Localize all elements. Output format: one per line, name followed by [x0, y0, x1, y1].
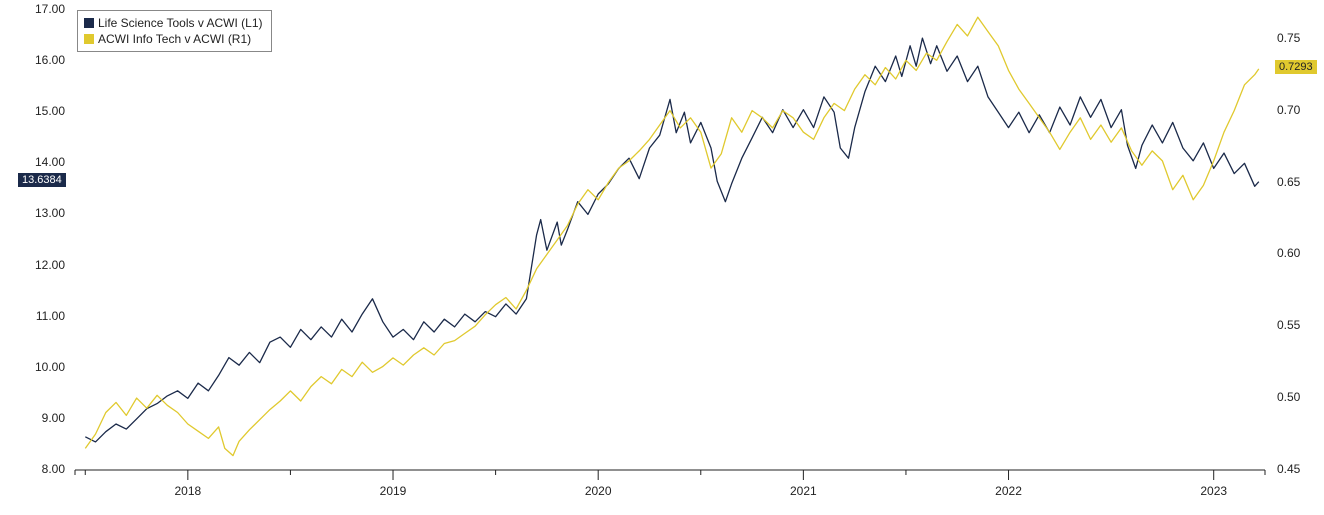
y-left-tick-label: 14.00 [35, 155, 65, 169]
x-tick-label: 2023 [1200, 484, 1227, 498]
y-right-tick-label: 0.60 [1277, 246, 1300, 260]
y-right-tick-label: 0.70 [1277, 103, 1300, 117]
x-tick-label: 2022 [995, 484, 1022, 498]
dual-axis-line-chart: Life Science Tools v ACWI (L1)ACWI Info … [0, 0, 1324, 515]
plot-area [0, 0, 1324, 515]
y-right-tick-label: 0.55 [1277, 318, 1300, 332]
y-right-tick-label: 0.45 [1277, 462, 1300, 476]
y-right-tick-label: 0.75 [1277, 31, 1300, 45]
y-left-tick-label: 8.00 [42, 462, 65, 476]
y-right-last-value-tag: 0.7293 [1275, 60, 1317, 74]
y-left-tick-label: 15.00 [35, 104, 65, 118]
x-tick-label: 2021 [790, 484, 817, 498]
y-left-tick-label: 10.00 [35, 360, 65, 374]
y-right-tick-label: 0.50 [1277, 390, 1300, 404]
y-right-tick-label: 0.65 [1277, 175, 1300, 189]
x-tick-label: 2020 [585, 484, 612, 498]
x-tick-label: 2018 [174, 484, 201, 498]
y-left-tick-label: 13.00 [35, 206, 65, 220]
y-left-tick-label: 16.00 [35, 53, 65, 67]
y-left-tick-label: 9.00 [42, 411, 65, 425]
x-tick-label: 2019 [380, 484, 407, 498]
series-line [85, 17, 1259, 455]
y-left-tick-label: 17.00 [35, 2, 65, 16]
y-left-last-value-tag: 13.6384 [18, 173, 66, 187]
y-left-tick-label: 11.00 [36, 309, 65, 323]
y-left-tick-label: 12.00 [35, 258, 65, 272]
series-line [85, 38, 1259, 442]
